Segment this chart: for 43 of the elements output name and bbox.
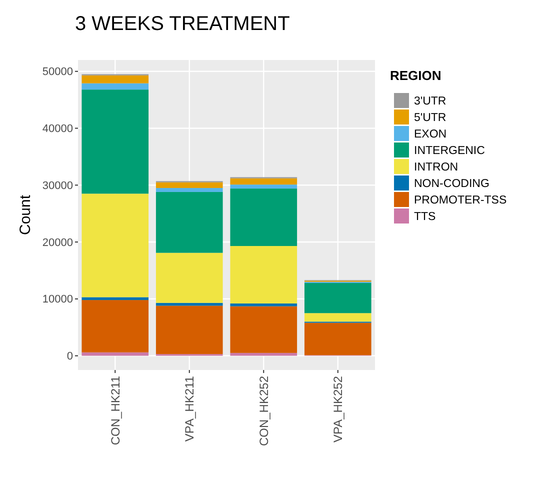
legend-title: REGION — [390, 68, 442, 83]
bar — [304, 322, 372, 356]
y-tick-label: 0 — [66, 350, 73, 363]
legend-label: TTS — [414, 211, 436, 224]
legend-label: INTERGENIC — [414, 145, 485, 158]
x-tick-label: CON_HK211 — [108, 376, 122, 446]
bar — [304, 313, 372, 322]
bar — [230, 306, 298, 353]
bar — [82, 300, 149, 352]
x-tick-label: CON_HK252 — [256, 376, 271, 446]
y-tick-label: 50000 — [42, 66, 73, 78]
legend-label: INTRON — [414, 162, 458, 174]
bar — [156, 306, 223, 354]
bar — [82, 297, 149, 300]
legend-label: NON-CODING — [414, 178, 490, 190]
legend-label: PROMOTER-TSS — [414, 194, 507, 207]
x-tick-label: VPA_HK211 — [182, 376, 197, 442]
bar — [156, 192, 223, 253]
bar — [82, 352, 149, 356]
bar — [156, 188, 223, 192]
bar — [82, 90, 149, 194]
bar — [230, 303, 298, 306]
legend-label: 3'UTR — [414, 96, 446, 108]
bar — [230, 246, 298, 304]
x-tick-label: VPA_HK252 — [331, 376, 346, 442]
y-tick-label: 10000 — [42, 294, 73, 306]
bar — [230, 178, 298, 185]
chart-title: 3 WEEKS TREATMENT — [75, 13, 290, 35]
y-tick-label: 30000 — [42, 180, 73, 192]
legend-label: 5'UTR — [414, 112, 446, 124]
legend-label: EXON — [414, 128, 447, 141]
bar — [82, 75, 149, 84]
bar — [156, 252, 223, 303]
bar — [230, 188, 298, 246]
bar — [82, 83, 149, 90]
y-axis-title: Count — [17, 194, 34, 236]
bar — [82, 194, 149, 298]
bar — [156, 182, 223, 188]
bar — [230, 352, 298, 356]
y-tick-label: 20000 — [42, 236, 73, 249]
y-tick-label: 40000 — [42, 123, 73, 136]
bar — [304, 282, 372, 314]
bar — [230, 184, 298, 189]
